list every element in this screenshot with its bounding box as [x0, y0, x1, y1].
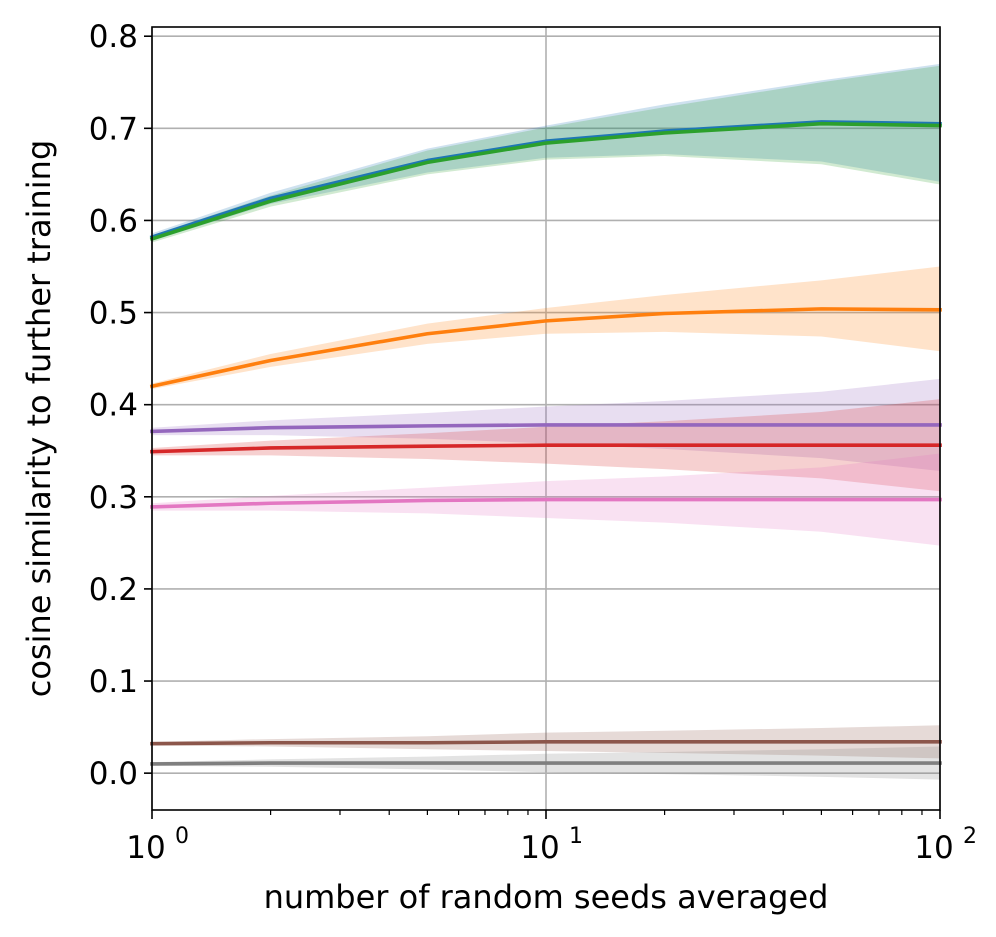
series-line-6 — [150, 497, 942, 509]
x-tick-label: 10 — [914, 830, 953, 866]
y-tick-label: 0.4 — [89, 388, 138, 424]
series-line-2 — [149, 121, 942, 242]
y-tick-label: 0.5 — [89, 296, 138, 332]
x-tick-exponent: 1 — [569, 824, 583, 849]
series-line-1 — [149, 120, 942, 240]
y-tick-label: 0.7 — [89, 111, 138, 147]
series-line-8 — [150, 761, 942, 766]
series-band-3 — [152, 266, 940, 390]
series-lines — [149, 120, 942, 766]
axis-ticks: 0.0 0.1 0.2 0.3 0.4 0.5 0.6 0.7 0.8 10 0 10 1 10 2 — [89, 19, 977, 866]
series-line-3 — [149, 307, 942, 389]
y-tick-label: 0.3 — [89, 480, 138, 516]
x-tick-exponent: 2 — [963, 824, 977, 849]
x-tick-exponent: 0 — [175, 824, 189, 849]
series-band-1 — [152, 63, 940, 241]
series-band-2 — [152, 65, 940, 243]
y-tick-label: 0.0 — [89, 756, 138, 792]
y-tick-label: 0.6 — [89, 203, 138, 239]
x-tick-label: 10 — [126, 830, 165, 866]
y-tick-label: 0.2 — [89, 572, 138, 608]
series-line-4 — [150, 423, 942, 434]
y-tick-label: 0.1 — [89, 664, 138, 700]
x-tick-label: 10 — [520, 830, 559, 866]
x-axis-label: number of random seeds averaged — [264, 878, 829, 916]
series-line-7 — [150, 740, 942, 746]
y-axis-label: cosine similarity to further training — [20, 140, 58, 698]
y-tick-label: 0.8 — [89, 19, 138, 55]
series-line-5 — [150, 443, 942, 454]
